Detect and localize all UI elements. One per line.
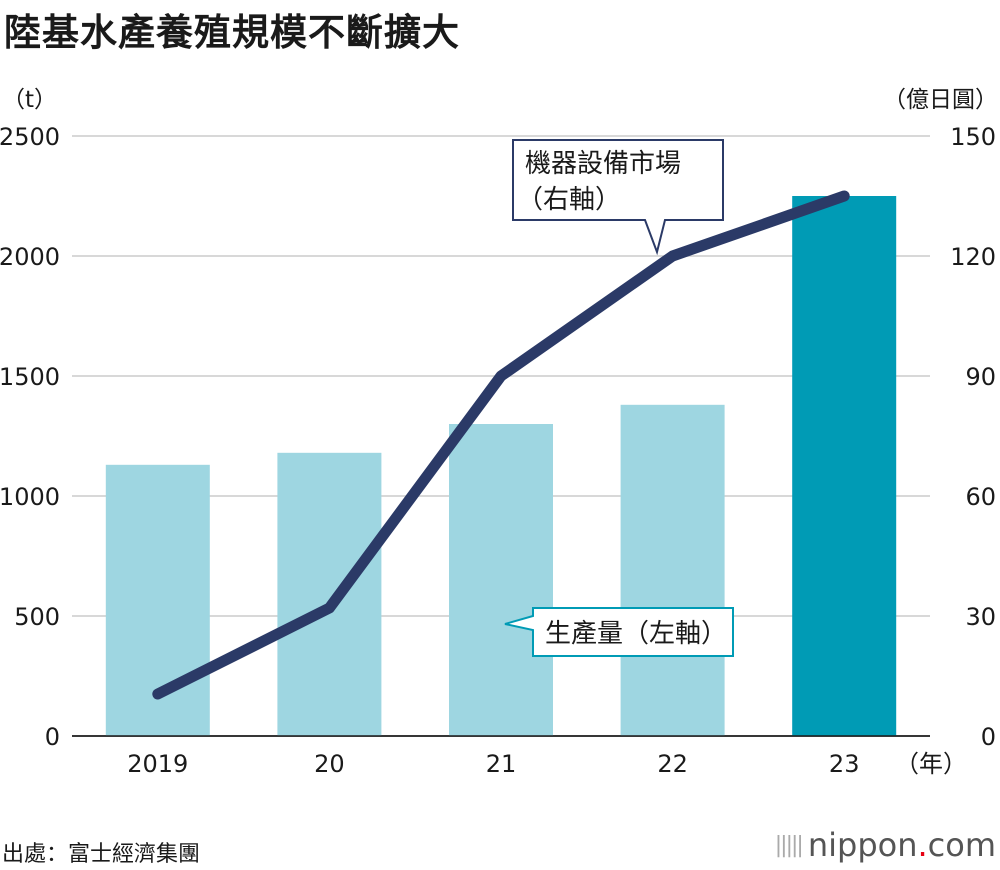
right-tick-label: 60 [965, 483, 996, 511]
left-tick-label: 500 [14, 603, 60, 631]
x-tick-label: 20 [314, 750, 345, 778]
brand-mark-icon: ||||| [774, 833, 804, 858]
left-tick-label: 1500 [0, 363, 60, 391]
right-axis-unit: （億日圓） [883, 87, 998, 113]
bar-callout-label: 生產量（左軸） [545, 619, 727, 649]
left-tick-label: 2500 [0, 123, 60, 151]
left-axis-unit: （t） [2, 87, 58, 113]
x-tick-label: 23 [829, 750, 860, 778]
chart-title: 陸基水產養殖規模不斷擴大 [4, 11, 460, 54]
line-path [152, 190, 850, 700]
line-callout-label: 機器設備市場 [525, 149, 681, 179]
bar-callout: 生產量（左軸） [504, 607, 734, 657]
source-note: 出處：富士經濟集團 [2, 842, 201, 867]
x-axis-ticks: 2019 20 21 22 23 [127, 750, 859, 778]
line-callout: 機器設備市場 （右軸） [512, 139, 724, 256]
x-tick-label: 21 [486, 750, 517, 778]
right-axis-ticks: 0 30 60 90 120 150 [950, 123, 996, 751]
bar [620, 404, 725, 736]
left-tick-label: 2000 [0, 243, 60, 271]
left-axis-ticks: 0 500 1000 1500 2000 2500 [0, 123, 60, 751]
bar [277, 452, 382, 736]
bar [449, 424, 553, 736]
left-tick-label: 1000 [0, 483, 60, 511]
bar-series [72, 196, 930, 737]
brand-dot: . [917, 826, 928, 864]
x-tick-label: 2019 [127, 750, 188, 778]
right-tick-label: 30 [965, 603, 996, 631]
x-axis-unit: （年） [895, 750, 967, 778]
right-tick-label: 120 [950, 243, 996, 271]
right-tick-label: 150 [950, 123, 996, 151]
line-series [152, 190, 850, 700]
line-callout-axis: （右軸） [517, 185, 621, 215]
right-tick-label: 90 [965, 363, 996, 391]
left-tick-label: 0 [45, 723, 60, 751]
bar [792, 196, 897, 736]
brand-name: nippon [807, 826, 918, 864]
brand-logo: ||||| nippon.com [775, 826, 996, 864]
x-tick-label: 22 [657, 750, 688, 778]
right-tick-label: 0 [981, 723, 996, 751]
brand-suffix: com [927, 826, 996, 864]
